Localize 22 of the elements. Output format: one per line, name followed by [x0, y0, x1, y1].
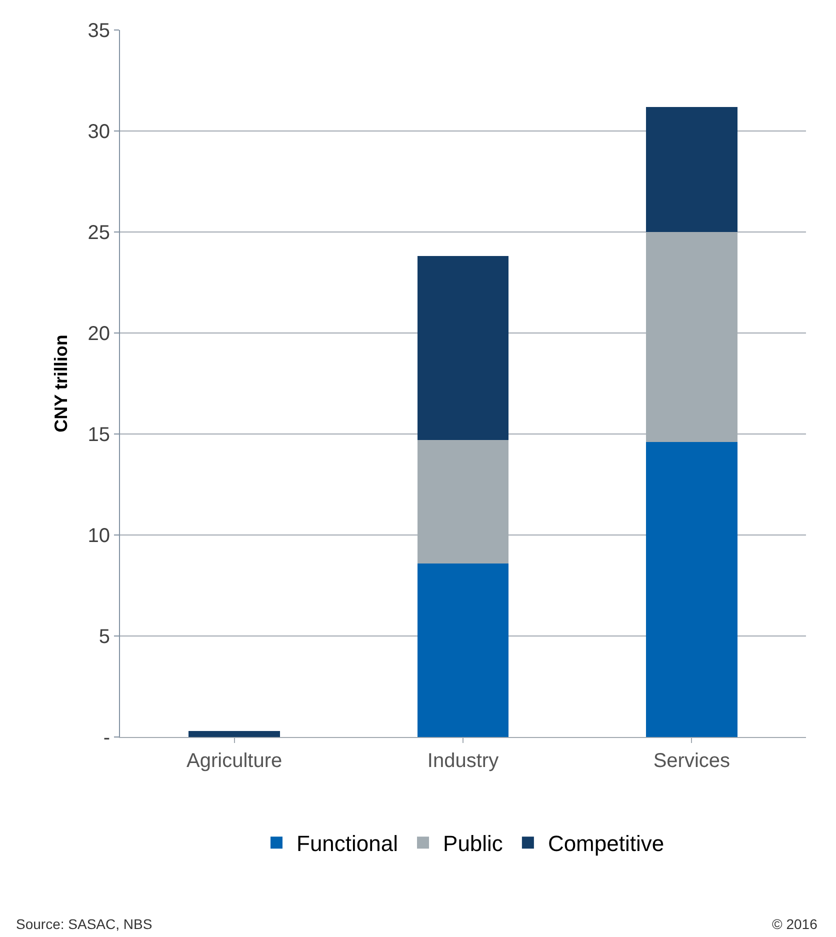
y-tick-label: 35: [88, 20, 110, 42]
legend-label: Competitive: [548, 831, 664, 856]
text: © 2016: [772, 916, 818, 932]
bar: [417, 256, 509, 440]
y-tick-label: 15: [88, 424, 110, 446]
x-tick-label: Industry: [427, 750, 499, 772]
y-axis-title: CNY trillion: [50, 334, 71, 432]
y-tick-label: 5: [98, 626, 110, 648]
bar: [646, 106, 738, 232]
bar: [188, 730, 280, 737]
y-tick-label: 30: [88, 121, 110, 143]
y-tick-label: 10: [88, 525, 110, 547]
source-note: Source: SASAC, NBS: [16, 916, 152, 932]
y-tick-label: -: [103, 727, 110, 749]
bar: [646, 442, 738, 737]
y-tick-label: 25: [88, 222, 110, 244]
x-tick-label: Services: [653, 750, 730, 772]
legend-label: Functional: [296, 831, 398, 856]
legend-label: Public: [443, 831, 503, 856]
bar: [417, 563, 509, 737]
y-tick-label: 20: [88, 323, 110, 345]
x-tick-label: Agriculture: [186, 750, 282, 772]
